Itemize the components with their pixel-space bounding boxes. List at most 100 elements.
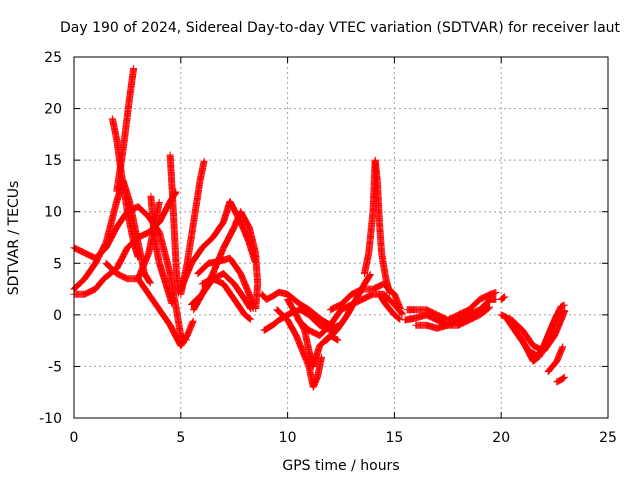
data-marker-segment: [529, 353, 543, 365]
data-marker-segment: [284, 316, 300, 338]
y-tick-label: 15: [44, 153, 62, 169]
data-marker-segment: [220, 270, 237, 287]
data-marker-segment: [311, 311, 325, 323]
data-marker-segment: [177, 332, 191, 350]
data-marker-segment: [100, 270, 113, 283]
data-marker-segment: [166, 151, 176, 194]
data-marker-segment: [326, 301, 344, 314]
data-marker-segment: [455, 311, 472, 324]
x-tick-label: 0: [70, 430, 79, 446]
data-marker-segment: [177, 260, 195, 293]
data-marker-segment: [455, 317, 472, 329]
data-marker-segment: [508, 321, 526, 344]
data-marker-segment: [322, 327, 340, 345]
data-marker-segment: [162, 280, 176, 307]
data-marker-segment: [465, 296, 483, 314]
data-marker-segment: [305, 311, 323, 328]
data-marker-segment: [183, 317, 197, 339]
data-marker-segment: [126, 65, 138, 102]
x-tick-label: 20: [492, 430, 510, 446]
data-marker-segment: [220, 224, 238, 252]
data-marker-segment: [487, 295, 500, 303]
x-tick-label: 15: [385, 430, 403, 446]
data-marker-segment: [390, 311, 404, 323]
data-marker-segment: [380, 290, 398, 308]
data-marker-segment: [382, 301, 398, 318]
data-marker-segment: [544, 363, 556, 376]
data-marker-segment: [230, 280, 248, 302]
data-marker-segment: [102, 259, 120, 277]
data-marker-segment: [305, 306, 318, 318]
data-marker-segment: [557, 301, 568, 311]
data-marker-segment: [134, 229, 152, 241]
data-marker-segment: [198, 234, 216, 252]
y-tick-label: 5: [53, 256, 62, 272]
x-tick-label: 25: [599, 430, 617, 446]
data-marker-segment: [382, 275, 394, 297]
x-tick-label: 5: [176, 430, 185, 446]
data-marker-segment: [245, 223, 259, 256]
data-marker-segment: [102, 199, 120, 247]
data-marker-segment: [196, 157, 208, 185]
data-marker-segment: [487, 289, 500, 298]
data-marker-segment: [241, 311, 254, 323]
data-marker-segment: [348, 286, 365, 298]
series-arc-32: [544, 343, 567, 376]
data-marker-segment: [465, 306, 483, 319]
data-marker-segment: [130, 239, 142, 261]
data-marker-segment: [476, 296, 494, 314]
data-marker-segment: [145, 290, 163, 313]
series-arc-14: [194, 254, 257, 313]
data-marker-segment: [309, 343, 323, 370]
data-marker-segment: [194, 260, 212, 278]
series-arc-29: [497, 307, 569, 355]
data-points: [70, 65, 569, 391]
data-marker-segment: [273, 306, 291, 323]
data-marker-segment: [390, 290, 404, 313]
data-marker-segment: [422, 311, 440, 323]
series-arc-33: [553, 373, 568, 386]
data-marker-segment: [237, 270, 253, 297]
data-marker-segment: [375, 218, 385, 256]
data-marker-segment: [220, 280, 237, 302]
data-marker-segment: [497, 293, 509, 303]
data-marker-segment: [557, 373, 568, 384]
data-marker-segment: [113, 147, 127, 195]
grid-lines: [74, 57, 608, 418]
data-marker-segment: [553, 343, 567, 365]
data-marker-segment: [365, 209, 377, 257]
data-marker-segment: [544, 312, 560, 339]
data-marker-segment: [170, 228, 180, 276]
data-marker-segment: [155, 306, 173, 328]
data-marker-segment: [333, 312, 351, 334]
data-marker-segment: [536, 333, 552, 360]
y-tick-label: 25: [44, 50, 62, 66]
data-marker-segment: [519, 326, 537, 349]
data-marker-segment: [296, 301, 312, 313]
data-marker-segment: [226, 254, 244, 277]
data-marker-segment: [465, 311, 483, 324]
series-arc-9: [166, 151, 182, 297]
data-marker-segment: [508, 316, 526, 333]
data-marker-segment: [155, 228, 174, 276]
data-marker-segment: [553, 376, 564, 386]
data-marker-segment: [549, 358, 560, 370]
data-marker-segment: [455, 306, 472, 319]
data-marker-segment: [134, 203, 152, 220]
data-marker-segment: [166, 270, 185, 338]
data-marker-segment: [299, 347, 312, 369]
data-marker-segment: [326, 307, 344, 329]
data-marker-segment: [209, 275, 226, 287]
data-marker-segment: [91, 276, 107, 293]
data-marker-segment: [183, 219, 197, 267]
data-marker-segment: [188, 245, 205, 267]
y-tick-label: -5: [48, 359, 62, 375]
data-marker-segment: [476, 303, 494, 319]
data-marker-segment: [91, 240, 109, 267]
data-marker-segment: [343, 296, 359, 319]
x-tick-label: 10: [279, 430, 297, 446]
data-marker-segment: [284, 295, 300, 318]
data-marker-segment: [476, 291, 493, 303]
y-tick-label: 10: [44, 205, 62, 221]
